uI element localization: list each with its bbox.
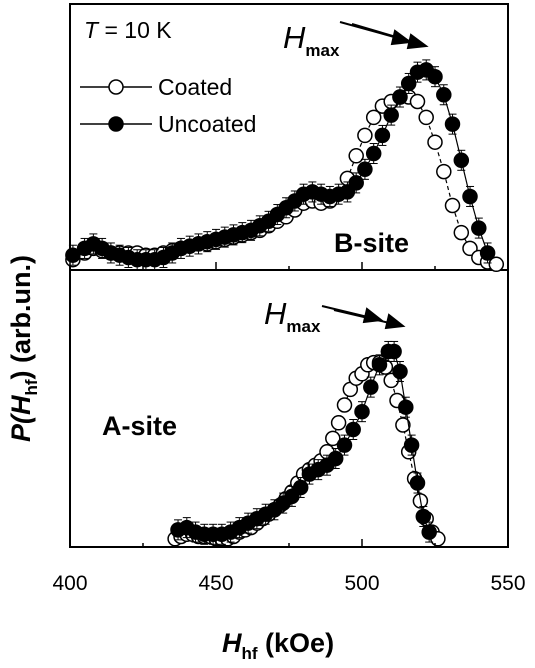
top-point-uncoated: [365, 145, 382, 162]
top-point-coated: [427, 134, 443, 150]
top-point-uncoated: [348, 175, 364, 191]
top-point-uncoated: [462, 188, 478, 205]
top-point-coated: [409, 93, 426, 110]
top-point-uncoated: [444, 116, 461, 132]
top-point-uncoated: [357, 161, 373, 178]
temperature-label: T = 10 K: [84, 17, 172, 43]
x-axis-title: Hhf (kOe): [222, 628, 334, 663]
top-point-coated: [365, 109, 382, 126]
top-point-coated: [453, 224, 470, 241]
top-panel-series: [65, 59, 509, 273]
bottom-point-uncoated: [421, 524, 437, 540]
bottom-point-uncoated: [415, 508, 432, 525]
x-tick-label: 500: [344, 572, 379, 595]
bottom-point-uncoated: [292, 479, 309, 496]
top-line-uncoated: [72, 69, 489, 261]
hmax-arrows-bottom: [321, 305, 406, 330]
bottom-line-coated: [174, 362, 439, 540]
top-point-uncoated: [427, 68, 443, 85]
legend-label-coated: Coated: [158, 74, 232, 100]
bottom-point-uncoated: [392, 363, 408, 380]
bottom-point-uncoated: [327, 450, 344, 467]
hmax-label-bottom: Hmax: [264, 296, 321, 336]
bottom-point-uncoated: [386, 343, 402, 360]
bottom-point-uncoated: [398, 399, 414, 415]
top-point-coated: [348, 148, 364, 164]
bottom-point-uncoated: [403, 437, 420, 453]
legend-marker-coated: [108, 79, 124, 95]
top-point-uncoated: [374, 127, 391, 144]
bottom-point-coated: [395, 417, 411, 433]
top-point-uncoated: [400, 75, 417, 92]
top-point-uncoated: [479, 245, 496, 261]
x-axis: 400 450 500 550: [52, 572, 525, 595]
bottom-point-uncoated: [409, 475, 426, 491]
bottom-point-coated: [330, 415, 347, 431]
y-axis-title: P(Hhf) (arb.un.): [6, 255, 41, 442]
legend-marker-uncoated: [108, 116, 124, 132]
bottom-point-coated: [325, 430, 341, 447]
top-point-uncoated: [65, 247, 81, 263]
bottom-point-coated: [336, 397, 353, 413]
x-tick-label: 550: [490, 572, 525, 595]
top-point-coated: [488, 256, 505, 273]
top-point-coated: [357, 127, 373, 144]
legend-label-uncoated: Uncoated: [158, 111, 256, 137]
top-line-coated: [72, 96, 497, 265]
top-point-uncoated: [383, 107, 399, 123]
bottom-point-uncoated: [345, 421, 361, 438]
x-tick-label: 450: [198, 572, 233, 595]
top-point-uncoated: [436, 87, 452, 103]
bottom-panel-series: [69, 340, 509, 547]
top-point-uncoated: [453, 152, 470, 169]
hmax-label-top: Hmax: [283, 20, 340, 60]
bottom-point-uncoated: [354, 403, 370, 420]
legend: Coated Uncoated: [80, 74, 256, 137]
a-site-label: A-site: [102, 411, 177, 441]
bottom-point-uncoated: [371, 357, 388, 373]
b-site-label: B-site: [334, 228, 409, 258]
top-point-coated: [444, 197, 461, 214]
top-point-uncoated: [392, 89, 408, 105]
top-point-uncoated: [471, 220, 487, 236]
bottom-point-uncoated: [363, 379, 379, 395]
bottom-point-uncoated: [336, 437, 353, 453]
top-point-coated: [418, 109, 434, 126]
top-point-coated: [436, 163, 452, 180]
hmax-arrows-top: [339, 21, 429, 50]
x-tick-label: 400: [52, 572, 87, 595]
